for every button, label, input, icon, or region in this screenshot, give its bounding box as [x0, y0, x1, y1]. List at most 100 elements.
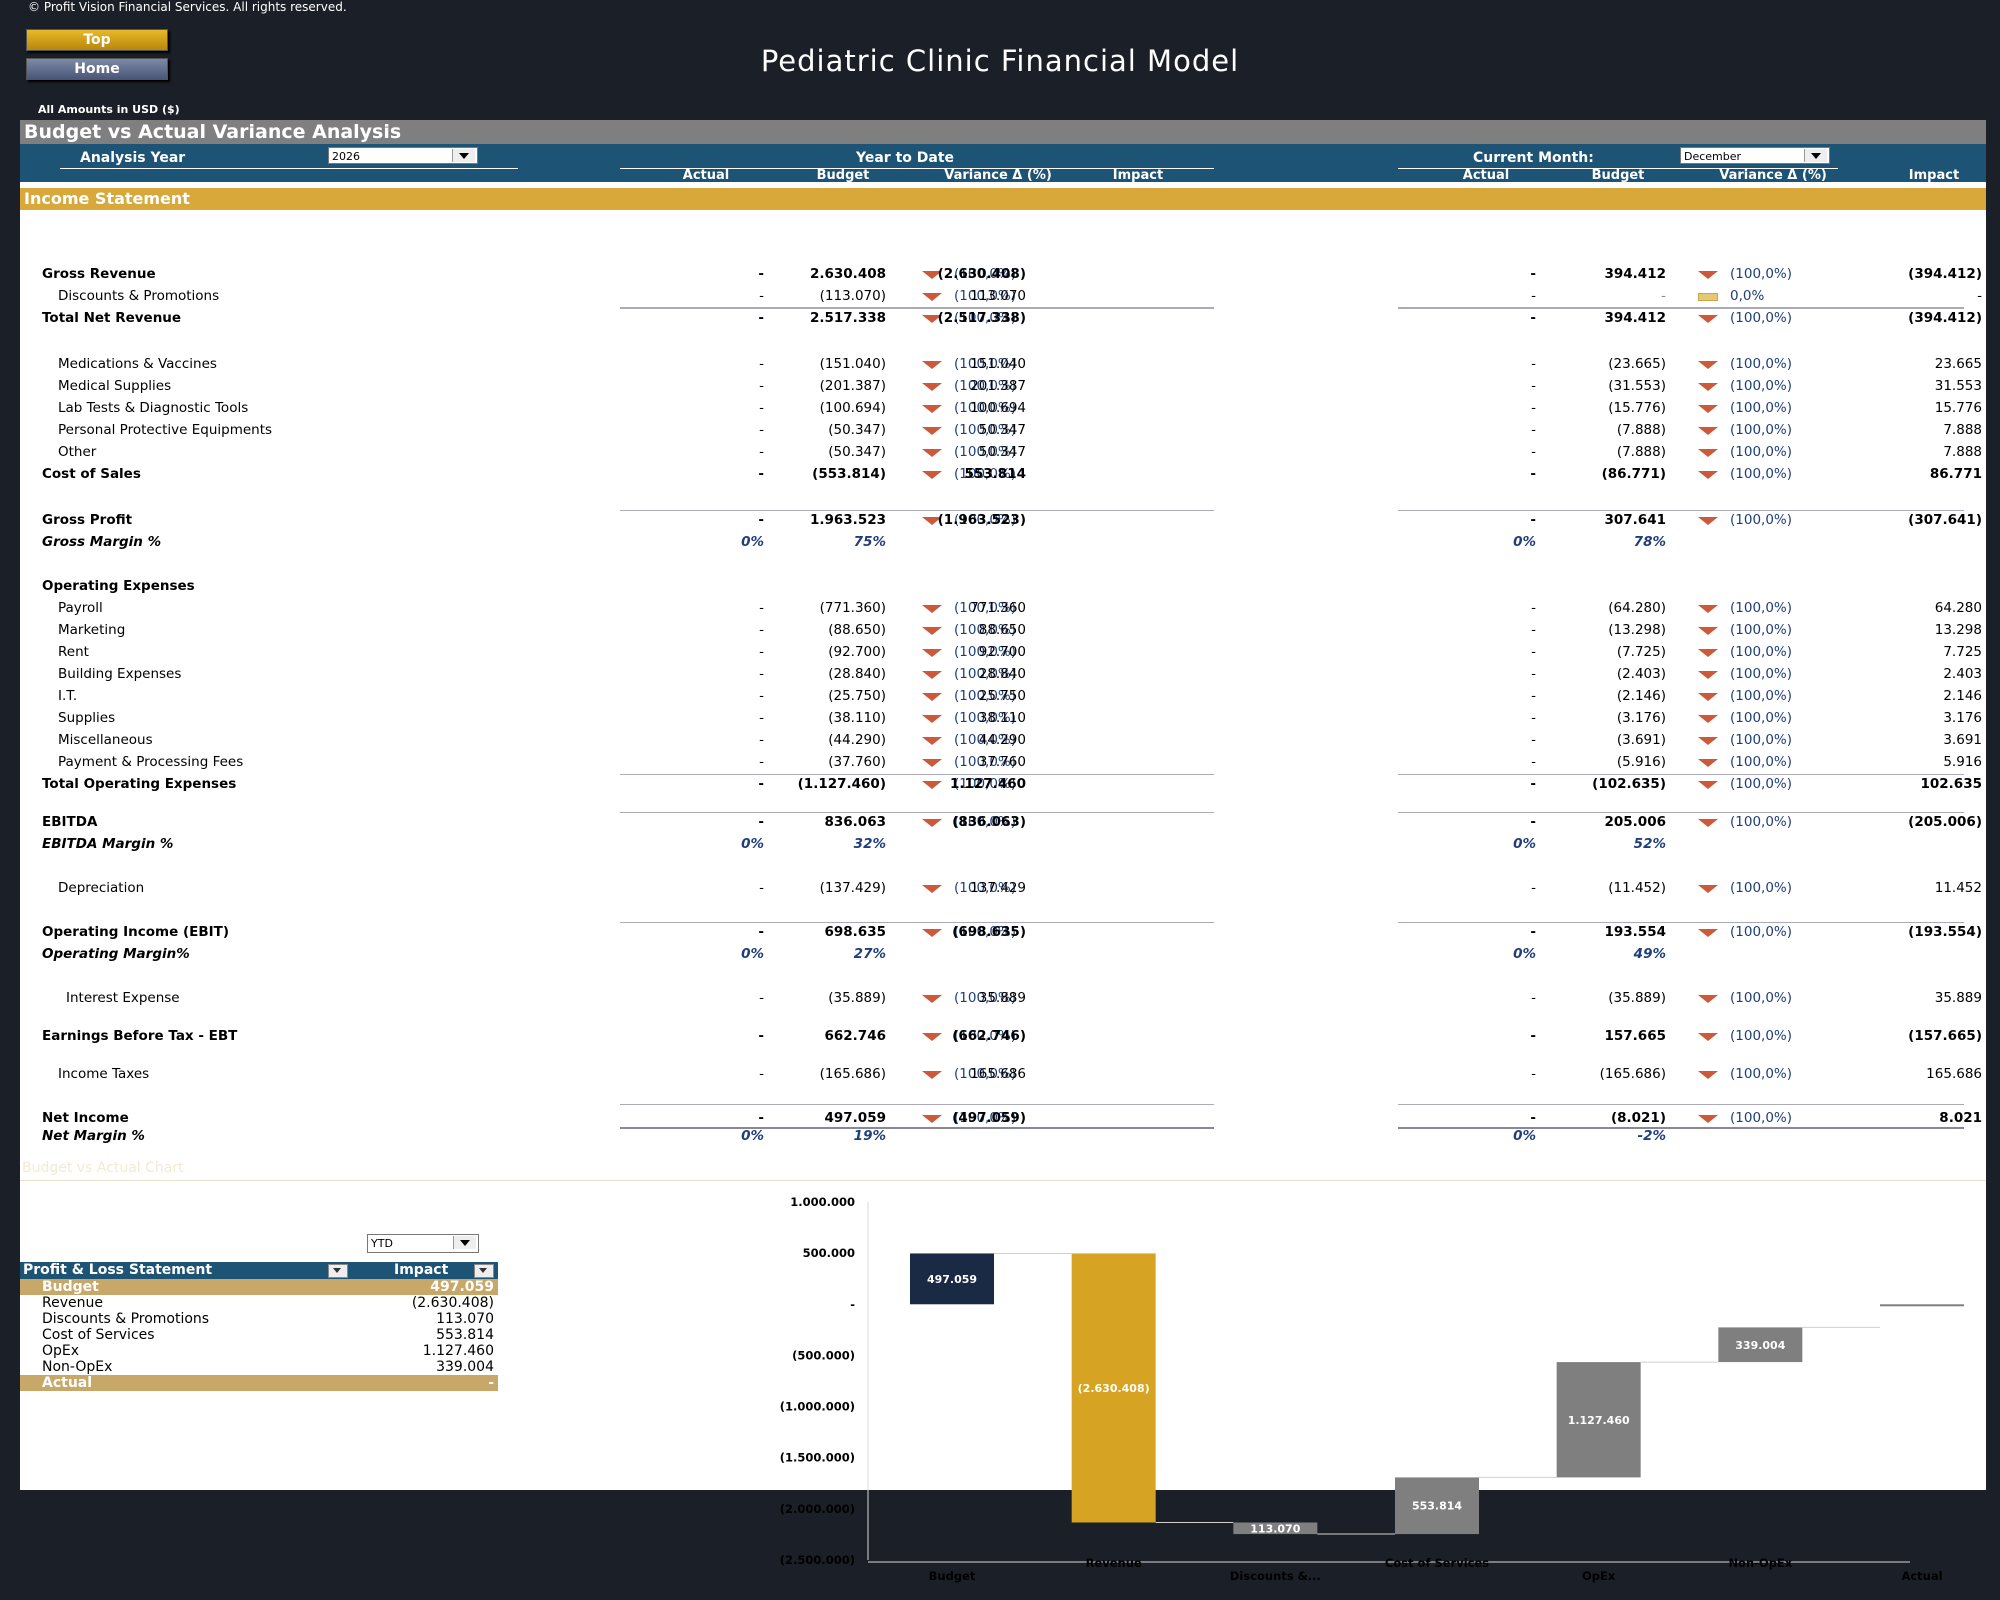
pl-table-header: Profit & Loss Statement Impact [20, 1262, 498, 1279]
pl-row-label: Cost of Services [42, 1327, 155, 1343]
y-tick-label: (2.500.000) [780, 1553, 855, 1567]
month-variance: (100,0%) [1730, 266, 1793, 282]
chart-section-title: Budget vs Actual Chart [22, 1160, 184, 1176]
down-arrow-icon [922, 737, 942, 745]
pl-row-label: Budget [42, 1279, 99, 1295]
month-budget: (102.635) [1592, 776, 1666, 792]
table-row: Operating Expenses [20, 578, 1986, 598]
month-variance: (100,0%) [1730, 600, 1793, 616]
ytd-budget: (151.040) [819, 356, 886, 372]
pl-head-impact: Impact [394, 1262, 449, 1278]
ytd-budget: (92.700) [828, 644, 886, 660]
month-budget-pct: -2% [1637, 1128, 1666, 1144]
x-tick-label: Actual [1901, 1569, 1942, 1583]
month-variance: 0,0% [1730, 288, 1765, 304]
table-row: Income Taxes - (165.686) (100,0%) 165.686- (1… [20, 1066, 1986, 1086]
down-arrow-icon [922, 405, 942, 413]
row-label: Operating Income (EBIT) [42, 924, 230, 940]
list-item: Discounts & Promotions 113.070 [20, 1311, 498, 1327]
month-impact: 2.146 [1943, 688, 1982, 704]
chevron-down-icon[interactable] [453, 1236, 476, 1249]
month-impact: (157.665) [1908, 1028, 1982, 1044]
top-button[interactable]: Top [26, 29, 168, 51]
ytd-impact: 201.387 [970, 378, 1026, 394]
month-impact: 102.635 [1920, 776, 1983, 792]
ytd-budget: (88.650) [828, 622, 886, 638]
filter-dropdown-icon[interactable] [328, 1264, 348, 1278]
month-actual: - [1530, 512, 1536, 528]
table-row: Operating Income (EBIT) -698.635 (100,0%)(… [20, 924, 1986, 944]
down-arrow-icon [1698, 715, 1718, 723]
pl-row-value: - [488, 1375, 494, 1391]
month-actual: - [1531, 622, 1536, 638]
ytd-impact: 137.429 [970, 880, 1026, 896]
month-budget: 394.412 [1604, 266, 1667, 282]
month-impact: (394.412) [1908, 310, 1982, 326]
waterfall-bar [1071, 1253, 1156, 1523]
waterfall-bar [1880, 1304, 1964, 1307]
ytd-budget-pct: 27% [853, 946, 886, 962]
table-row: Medications & Vaccines - (151.040) (100,0%)… [20, 356, 1986, 376]
down-arrow-icon [922, 517, 942, 525]
down-arrow-icon [922, 995, 942, 1003]
ytd-actual: - [759, 1066, 764, 1082]
down-arrow-icon [1698, 819, 1718, 827]
month-budget: (3.691) [1616, 732, 1666, 748]
row-label: Rent [58, 644, 89, 660]
col-variance: Variance Δ (%) [944, 168, 1052, 183]
data-label: (2.630.408) [1078, 1382, 1150, 1395]
ytd-variance: (100,0%) [954, 732, 1017, 748]
ytd-impact: 28.840 [978, 666, 1026, 682]
ytd-budget: (1.127.460) [797, 776, 886, 792]
month-actual: - [1531, 378, 1536, 394]
col-budget: Budget [816, 168, 870, 183]
row-label: Total Operating Expenses [42, 776, 237, 792]
analysis-year-select[interactable]: 2026 [328, 147, 478, 164]
month-impact: 3.176 [1943, 710, 1982, 726]
ytd-actual: - [759, 666, 764, 682]
section-title: Budget vs Actual Variance Analysis [20, 120, 1986, 144]
currency-note: All Amounts in USD ($) [38, 103, 180, 116]
ytd-variance: (100,0%) [954, 422, 1017, 438]
row-label: EBITDA [42, 814, 98, 830]
row-separator [620, 1104, 1214, 1105]
month-impact: (307.641) [1908, 512, 1982, 528]
month-budget-pct: 49% [1633, 946, 1666, 962]
ytd-budget: 2.517.338 [809, 310, 886, 326]
row-separator [1398, 1127, 1964, 1129]
ytd-variance: (100,0%) [954, 600, 1017, 616]
data-label: 497.059 [927, 1273, 977, 1286]
home-button[interactable]: Home [26, 58, 168, 80]
pl-period-select[interactable]: YTD [367, 1234, 479, 1253]
ytd-impact: 44.290 [978, 732, 1026, 748]
month-budget: 307.641 [1604, 512, 1667, 528]
down-arrow-icon [922, 885, 942, 893]
ytd-impact: 100.694 [970, 400, 1026, 416]
month-budget: (2.403) [1616, 666, 1666, 682]
list-item: Actual - [20, 1375, 498, 1391]
row-label: I.T. [58, 688, 78, 704]
ytd-actual: - [759, 444, 764, 460]
month-impact: 11.452 [1934, 880, 1982, 896]
row-separator [620, 812, 1214, 813]
ytd-actual-pct: 0% [741, 836, 764, 852]
ytd-impact: 165.686 [970, 1066, 1026, 1082]
row-label: Gross Revenue [42, 266, 156, 282]
chevron-down-icon[interactable] [452, 149, 475, 162]
filter-dropdown-icon[interactable] [474, 1264, 494, 1278]
month-actual: - [1531, 422, 1536, 438]
chevron-down-icon[interactable] [1804, 149, 1827, 162]
month-actual: - [1531, 666, 1536, 682]
row-label: Income Taxes [58, 1066, 150, 1082]
current-month-select[interactable]: December [1680, 147, 1830, 164]
row-label: Supplies [58, 710, 116, 726]
ytd-impact: (2.517.338) [937, 310, 1026, 326]
row-label: Operating Margin% [42, 946, 190, 962]
month-impact: 2.403 [1943, 666, 1982, 682]
row-separator [620, 510, 1214, 511]
top-bar: © Profit Vision Financial Services. All … [0, 0, 2000, 120]
ytd-actual-pct: 0% [741, 1128, 764, 1144]
row-separator [620, 1127, 1214, 1129]
month-budget: (11.452) [1608, 880, 1666, 896]
ytd-actual: - [759, 754, 764, 770]
